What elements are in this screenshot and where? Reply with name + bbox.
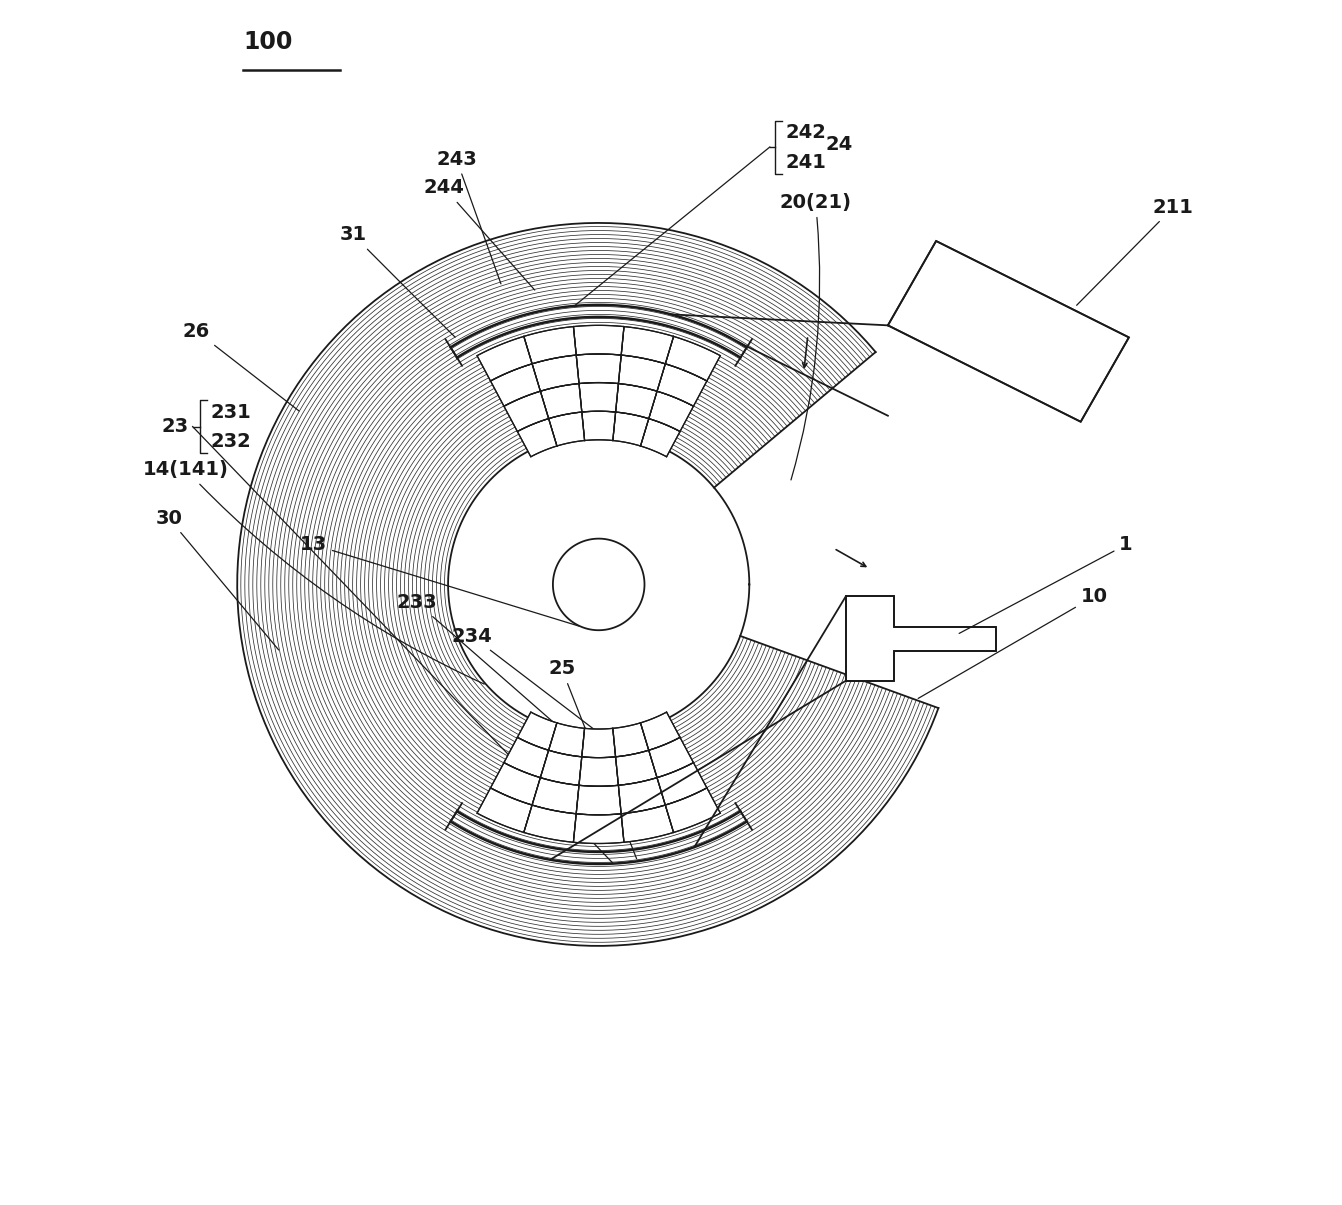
Polygon shape bbox=[613, 412, 648, 446]
Text: 243: 243 bbox=[436, 149, 501, 284]
Text: 31: 31 bbox=[340, 225, 455, 337]
Polygon shape bbox=[491, 763, 541, 805]
Text: 25: 25 bbox=[548, 659, 636, 859]
Polygon shape bbox=[576, 354, 621, 383]
Text: 1: 1 bbox=[960, 535, 1133, 634]
Polygon shape bbox=[613, 723, 648, 757]
Text: 14(141): 14(141) bbox=[144, 460, 484, 684]
Text: 234: 234 bbox=[452, 627, 690, 803]
Polygon shape bbox=[505, 392, 549, 431]
Text: 10: 10 bbox=[918, 587, 1107, 699]
Polygon shape bbox=[582, 411, 616, 441]
Polygon shape bbox=[621, 805, 674, 842]
Polygon shape bbox=[621, 327, 674, 364]
Text: 233: 233 bbox=[396, 593, 643, 800]
Text: 26: 26 bbox=[183, 322, 299, 411]
Polygon shape bbox=[666, 788, 721, 833]
Polygon shape bbox=[505, 737, 549, 777]
Polygon shape bbox=[619, 355, 666, 392]
Polygon shape bbox=[553, 539, 644, 630]
Polygon shape bbox=[576, 786, 621, 815]
Polygon shape bbox=[888, 241, 1129, 422]
Polygon shape bbox=[491, 364, 541, 406]
Polygon shape bbox=[541, 751, 582, 786]
Text: 30: 30 bbox=[156, 509, 279, 649]
Text: 231: 231 bbox=[211, 402, 251, 422]
Text: 13: 13 bbox=[299, 535, 578, 627]
Polygon shape bbox=[523, 805, 576, 842]
Polygon shape bbox=[640, 418, 680, 457]
Text: 242: 242 bbox=[785, 123, 827, 142]
Polygon shape bbox=[658, 763, 707, 805]
Polygon shape bbox=[541, 383, 582, 418]
Polygon shape bbox=[616, 751, 658, 786]
Text: 20(21): 20(21) bbox=[780, 193, 851, 480]
Polygon shape bbox=[518, 418, 557, 457]
Polygon shape bbox=[578, 383, 619, 412]
Text: 100: 100 bbox=[243, 30, 293, 54]
Text: 244: 244 bbox=[424, 178, 534, 290]
Polygon shape bbox=[549, 412, 585, 446]
Polygon shape bbox=[619, 777, 666, 813]
Polygon shape bbox=[523, 327, 576, 364]
Polygon shape bbox=[573, 325, 624, 355]
Polygon shape bbox=[658, 364, 707, 406]
Polygon shape bbox=[616, 383, 658, 418]
Text: 232: 232 bbox=[211, 431, 251, 451]
Polygon shape bbox=[640, 712, 680, 751]
Polygon shape bbox=[549, 723, 585, 757]
Text: 241: 241 bbox=[785, 153, 827, 172]
Polygon shape bbox=[573, 813, 624, 843]
Polygon shape bbox=[666, 336, 721, 381]
Polygon shape bbox=[648, 392, 694, 431]
Polygon shape bbox=[648, 737, 694, 777]
Polygon shape bbox=[845, 596, 996, 681]
Polygon shape bbox=[476, 788, 531, 833]
Text: 23: 23 bbox=[162, 417, 189, 436]
Polygon shape bbox=[518, 712, 557, 751]
Polygon shape bbox=[476, 336, 531, 381]
Text: 211: 211 bbox=[1076, 198, 1194, 305]
Polygon shape bbox=[582, 728, 616, 758]
Polygon shape bbox=[531, 355, 578, 392]
Polygon shape bbox=[531, 777, 578, 813]
Text: 24: 24 bbox=[825, 135, 852, 154]
Polygon shape bbox=[578, 757, 619, 787]
